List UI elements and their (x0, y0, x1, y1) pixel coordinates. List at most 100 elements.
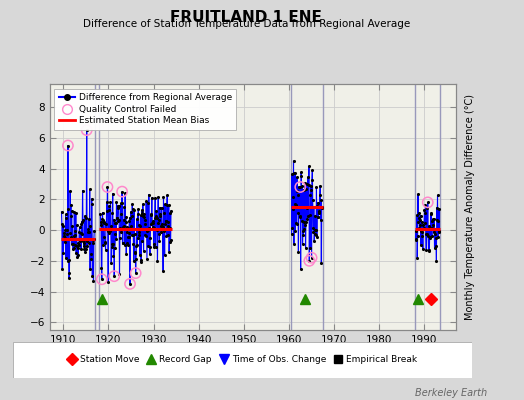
Point (434, 227, 443, 234)
Point (424, 233, 432, 239)
Point (115, 217, 123, 223)
Point (157, 228, 165, 235)
Point (313, 203, 321, 210)
Point (421, 210, 429, 216)
Point (121, 190, 129, 196)
Point (69, 233, 78, 239)
Point (143, 256, 151, 262)
Point (135, 222, 143, 228)
Point (70, 245, 78, 251)
Point (318, 204, 326, 210)
Point (416, 217, 424, 224)
Point (64, 206, 72, 212)
Y-axis label: Monthly Temperature Anomaly Difference (°C): Monthly Temperature Anomaly Difference (… (465, 94, 475, 320)
Point (132, 243, 140, 250)
Point (60, 235, 69, 242)
Point (144, 227, 152, 234)
Point (298, 218, 306, 224)
Point (423, 199, 432, 206)
Point (145, 225, 154, 232)
Point (289, 194, 297, 200)
Point (106, 227, 114, 234)
Point (105, 203, 113, 209)
Point (88, 272, 96, 279)
Point (311, 213, 319, 219)
Point (66, 188, 74, 194)
Point (128, 232, 136, 239)
Point (291, 228, 299, 234)
Point (81, 249, 90, 256)
Point (161, 218, 170, 224)
Point (165, 225, 173, 232)
Point (71, 232, 79, 238)
Point (63, 226, 71, 233)
Point (311, 226, 320, 233)
Point (303, 204, 312, 211)
Point (73, 242, 81, 249)
Point (414, 218, 422, 225)
Point (145, 191, 153, 198)
Point (413, 233, 422, 240)
Point (161, 221, 170, 227)
Point (149, 244, 158, 250)
Point (77, 230, 85, 236)
Point (426, 225, 434, 231)
Point (80, 242, 88, 249)
Point (309, 225, 317, 232)
Point (164, 223, 172, 230)
Point (140, 214, 148, 220)
Point (161, 201, 169, 207)
Point (126, 281, 134, 287)
Point (65, 275, 73, 281)
Point (68, 241, 76, 247)
Point (412, 237, 421, 243)
Point (432, 234, 440, 241)
Point (115, 271, 124, 278)
Point (71, 227, 79, 234)
Point (162, 218, 170, 224)
Point (430, 215, 439, 222)
Point (419, 222, 428, 228)
Point (61, 239, 69, 245)
Point (144, 199, 152, 206)
Point (416, 225, 424, 232)
Point (74, 240, 83, 246)
Point (73, 245, 82, 252)
Point (115, 202, 123, 209)
Point (152, 215, 161, 222)
Point (139, 201, 147, 207)
Point (111, 231, 119, 238)
Point (294, 184, 303, 190)
Point (129, 258, 138, 264)
Point (103, 184, 112, 190)
Point (76, 238, 84, 245)
Point (154, 194, 162, 200)
Point (77, 246, 85, 252)
Point (132, 270, 140, 276)
Point (411, 236, 420, 242)
Point (299, 228, 307, 234)
Point (310, 204, 318, 211)
Point (418, 218, 427, 225)
Point (141, 217, 149, 223)
Point (76, 236, 84, 242)
Point (89, 278, 97, 284)
Point (133, 211, 141, 217)
Point (166, 210, 174, 216)
Point (135, 232, 143, 238)
Point (414, 215, 423, 222)
Point (112, 199, 121, 206)
Point (165, 248, 173, 255)
Point (74, 252, 82, 258)
Point (304, 212, 312, 219)
Point (148, 220, 156, 226)
Point (308, 177, 316, 184)
Point (416, 222, 424, 228)
Point (83, 238, 92, 244)
Point (152, 208, 160, 214)
Point (302, 186, 311, 192)
Point (108, 190, 117, 197)
Point (423, 199, 432, 206)
Point (64, 257, 73, 263)
Point (130, 231, 139, 237)
